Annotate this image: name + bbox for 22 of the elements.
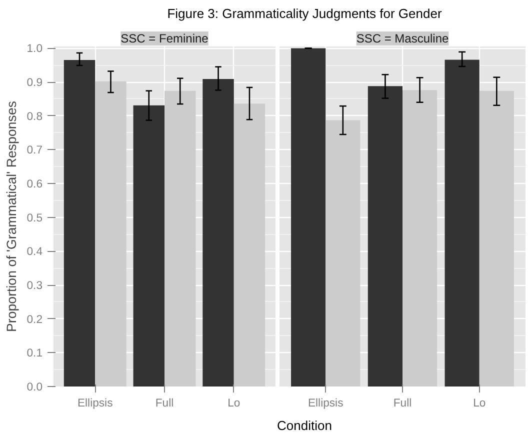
y-tick-label: 0.9	[26, 77, 42, 90]
y-tick-label: 0.6	[26, 178, 42, 191]
y-tick-label: 0.3	[26, 280, 42, 292]
x-tick-label: Ellipsis	[308, 398, 344, 410]
chart-subtitle: SSC = Masculine	[356, 32, 450, 46]
chart-subtitle: SSC = Feminine	[120, 32, 209, 46]
y-tick-label: 0.0	[26, 382, 42, 394]
y-axis-title: Proportion of 'Grammatical' Responses	[4, 100, 19, 332]
x-tick-label: Ellipsis	[78, 398, 114, 410]
x-tick-label: Full	[393, 398, 412, 410]
y-tick-label: 0.2	[26, 314, 42, 326]
text: Figure 3: Grammaticality Judgments for Gender	[167, 5, 442, 23]
y-tick-label: 1.0	[26, 43, 42, 56]
y-tick-label: 0.4	[26, 246, 42, 258]
x-axis-title: Condition	[277, 417, 332, 435]
y-tick-label: 0.8	[26, 110, 42, 123]
x-tick-label: Full	[155, 398, 174, 410]
x-tick-label: Lo	[473, 398, 486, 410]
y-tick-label: 0.7	[26, 144, 42, 157]
y-tick-label: 0.5	[26, 212, 42, 224]
y-tick-label: 0.1	[26, 348, 42, 360]
x-tick-label: Lo	[228, 398, 240, 410]
